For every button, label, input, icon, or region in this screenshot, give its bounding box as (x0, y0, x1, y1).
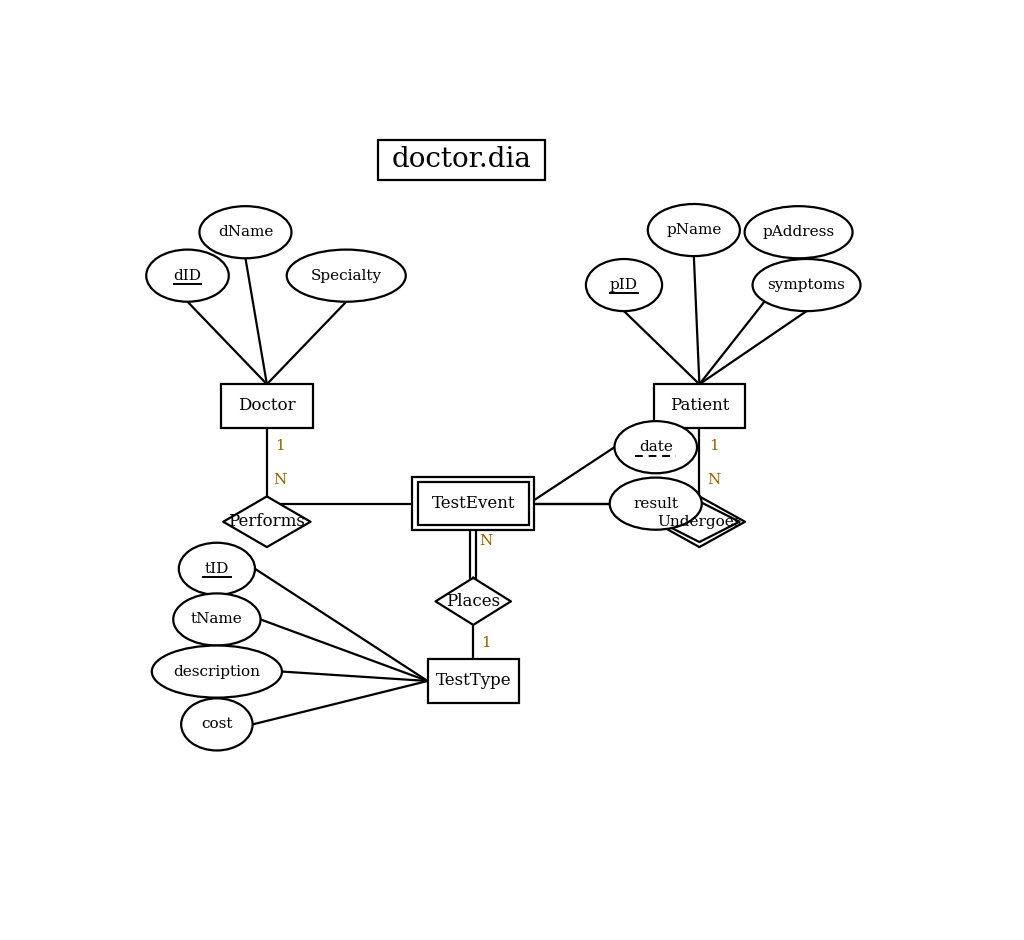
Bar (418, 482, 528, 525)
Ellipse shape (753, 259, 860, 311)
Ellipse shape (586, 259, 663, 311)
Text: symptoms: symptoms (768, 278, 846, 292)
Text: result: result (633, 496, 678, 510)
Text: N: N (707, 474, 720, 488)
Bar (221, 384, 312, 428)
Polygon shape (435, 578, 511, 625)
Bar (653, 384, 745, 428)
Ellipse shape (744, 206, 853, 259)
Text: Doctor: Doctor (238, 398, 296, 415)
Text: Specialty: Specialty (310, 269, 382, 283)
Text: 1: 1 (481, 636, 490, 650)
Text: dID: dID (173, 269, 202, 283)
Ellipse shape (200, 206, 292, 259)
Text: N: N (273, 474, 286, 488)
Ellipse shape (287, 250, 406, 302)
Text: dName: dName (218, 226, 273, 239)
Bar (412, 477, 535, 530)
Text: cost: cost (201, 717, 232, 731)
Text: description: description (173, 665, 260, 679)
Text: Places: Places (446, 593, 501, 610)
Ellipse shape (614, 421, 697, 473)
Bar (378, 140, 545, 180)
Text: 1: 1 (709, 439, 719, 453)
Text: tID: tID (205, 562, 229, 576)
Ellipse shape (648, 204, 740, 256)
Text: N: N (479, 534, 493, 548)
Text: date: date (639, 440, 673, 454)
Text: Performs: Performs (228, 513, 305, 530)
Text: doctor.dia: doctor.dia (391, 147, 531, 173)
Text: pAddress: pAddress (763, 226, 835, 239)
Bar (428, 659, 519, 703)
Ellipse shape (609, 478, 701, 530)
Ellipse shape (179, 542, 255, 595)
Text: pName: pName (667, 223, 722, 237)
Ellipse shape (146, 250, 228, 302)
Ellipse shape (181, 698, 253, 750)
Ellipse shape (152, 646, 282, 697)
Polygon shape (653, 496, 745, 547)
Polygon shape (223, 496, 310, 547)
Text: Undergoes: Undergoes (657, 515, 741, 528)
Text: Patient: Patient (670, 398, 729, 415)
Ellipse shape (173, 593, 260, 646)
Text: tName: tName (191, 613, 243, 626)
Text: pID: pID (610, 278, 638, 292)
Text: 1: 1 (274, 439, 285, 453)
Text: TestEvent: TestEvent (431, 495, 515, 512)
Text: TestType: TestType (435, 672, 511, 689)
